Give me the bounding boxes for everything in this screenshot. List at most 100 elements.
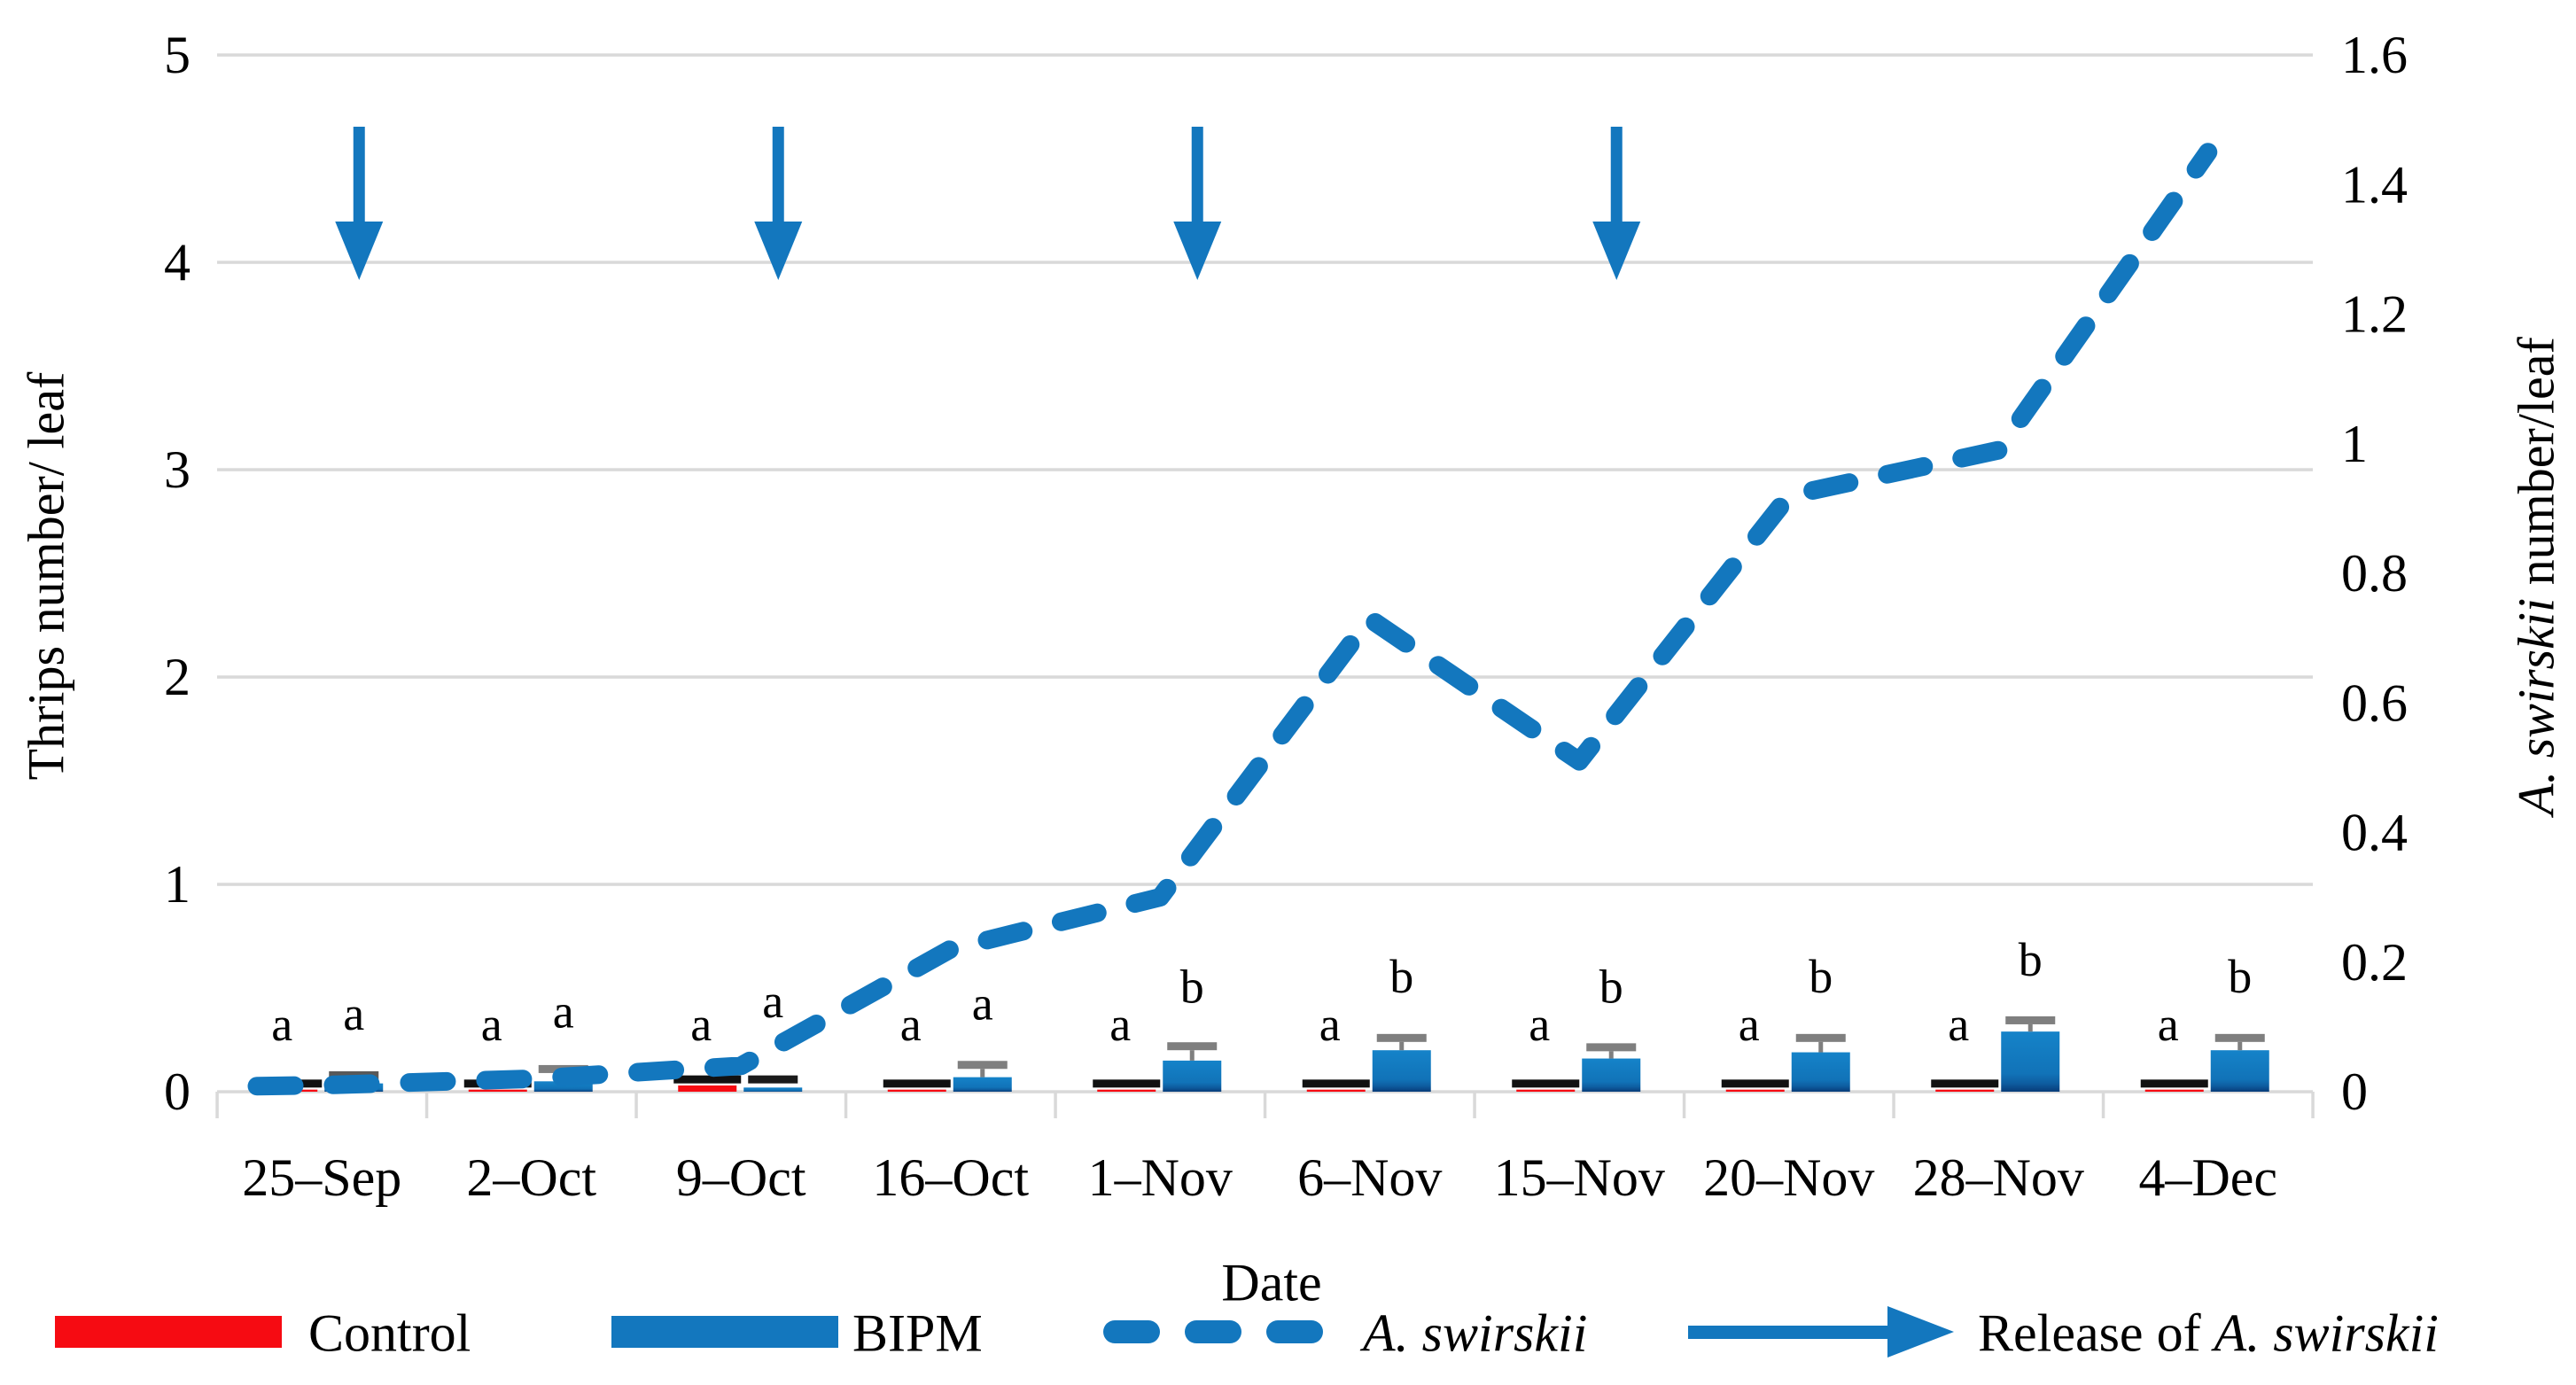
x-axis-tick: [844, 1092, 848, 1118]
right-tick-label: 1.2: [2341, 285, 2408, 344]
x-category-label: 15–Nov: [1494, 1148, 1665, 1207]
sig-letter-bipm: b: [2019, 933, 2043, 986]
right-tick-label: 0.6: [2341, 673, 2408, 732]
right-tick-label: 1.6: [2341, 26, 2408, 84]
sig-letter-control: a: [2158, 998, 2179, 1051]
bipm-bar: [953, 1077, 1012, 1092]
release-arrow-shaft: [772, 127, 784, 229]
x-axis-title: Date: [1221, 1253, 1322, 1312]
legend-dash-icon: [1185, 1320, 1241, 1343]
x-category-label: 16–Oct: [872, 1148, 1029, 1207]
x-axis-tick: [634, 1092, 638, 1118]
right-tick-label: 1: [2341, 415, 2368, 473]
sig-letter-bipm: a: [343, 987, 364, 1040]
x-axis-tick: [1892, 1092, 1895, 1118]
control-error-cap: [673, 1075, 742, 1084]
bipm-error-cap: [2214, 1033, 2265, 1042]
right-tick-label: 0.2: [2341, 933, 2408, 992]
control-error-cap: [1302, 1079, 1370, 1088]
gridline: [217, 675, 2313, 679]
control-bar: [2144, 1089, 2204, 1092]
sig-letter-control: a: [481, 998, 502, 1051]
release-arrow-head-icon: [754, 222, 803, 280]
x-category-label: 28–Nov: [1913, 1148, 2084, 1207]
control-bar: [1725, 1089, 1785, 1092]
legend-dash-icon: [1103, 1320, 1160, 1343]
right-tick-label: 0.8: [2341, 544, 2408, 603]
sig-letter-control: a: [271, 998, 292, 1051]
left-tick-label: 0: [164, 1062, 191, 1121]
right-axis-title: A. swirskii number/leaf: [2507, 337, 2566, 815]
bipm-bar: [743, 1087, 803, 1092]
sig-letter-bipm: b: [1180, 961, 1204, 1014]
x-axis-tick: [1263, 1092, 1267, 1118]
sig-letter-control: a: [1739, 998, 1760, 1051]
bipm-bar: [1791, 1052, 1850, 1092]
control-bar: [887, 1089, 946, 1092]
sig-letter-control: a: [1529, 998, 1550, 1051]
right-tick-label: 0: [2341, 1062, 2368, 1121]
x-axis-tick: [2311, 1092, 2315, 1118]
control-error-cap: [1512, 1079, 1580, 1088]
bipm-bar: [1582, 1058, 1641, 1092]
sig-letter-bipm: b: [1809, 950, 1833, 1003]
bipm-bar: [533, 1081, 593, 1092]
sig-letter-bipm: a: [972, 977, 993, 1030]
control-error-cap: [1931, 1079, 1999, 1088]
right-tick-label: 0.4: [2341, 804, 2408, 862]
x-axis-tick: [1054, 1092, 1057, 1118]
bipm-bar: [1372, 1050, 1431, 1092]
gridline: [217, 261, 2313, 264]
sig-letter-control: a: [1948, 998, 1969, 1051]
gridline: [217, 883, 2313, 886]
control-bar: [678, 1085, 737, 1092]
x-category-label: 25–Sep: [242, 1148, 401, 1207]
legend-control-swatch: [55, 1316, 282, 1348]
legend-dash-icon: [1266, 1320, 1323, 1343]
sig-letter-bipm: b: [2228, 950, 2252, 1003]
x-axis-tick: [424, 1092, 429, 1118]
bipm-bar: [1163, 1060, 1222, 1092]
sig-letter-bipm: a: [553, 985, 574, 1039]
control-error-cap: [1093, 1079, 1161, 1088]
right-axis-title-rest: number/leaf: [2507, 337, 2565, 598]
x-axis-tick: [1682, 1092, 1686, 1118]
bipm-error-whisker: [1608, 1051, 1614, 1059]
sig-letter-bipm: b: [1389, 950, 1413, 1003]
x-axis-tick: [1473, 1092, 1476, 1118]
bipm-error-whisker: [980, 1069, 985, 1078]
gridline: [217, 53, 2313, 57]
bipm-error-cap: [1167, 1042, 1218, 1051]
sig-letter-bipm: b: [1599, 961, 1623, 1014]
release-arrow-shaft: [353, 127, 365, 229]
left-tick-label: 2: [164, 648, 191, 706]
bipm-error-cap: [748, 1075, 798, 1084]
bipm-error-whisker: [2237, 1041, 2243, 1051]
x-category-label: 6–Nov: [1297, 1148, 1442, 1207]
left-tick-label: 1: [164, 855, 191, 914]
x-category-label: 4–Dec: [2138, 1148, 2277, 1207]
control-bar: [1516, 1089, 1576, 1092]
legend-dashed-line-sample: [1103, 1320, 1323, 1343]
x-category-label: 20–Nov: [1703, 1148, 1874, 1207]
control-error-cap: [2140, 1079, 2208, 1088]
release-arrow-head-icon: [1173, 222, 1222, 280]
release-arrow-shaft: [1191, 127, 1203, 229]
left-tick-label: 5: [164, 26, 191, 84]
left-tick-label: 4: [164, 233, 191, 292]
legend-bipm-swatch: [611, 1316, 838, 1348]
legend-control-label: Control: [308, 1303, 471, 1363]
bipm-error-whisker: [1818, 1041, 1824, 1053]
control-bar: [468, 1089, 527, 1092]
left-tick-label: 3: [164, 440, 191, 499]
legend-release-arrow-icon: [1688, 1306, 1954, 1358]
sig-letter-control: a: [1109, 998, 1131, 1051]
legend-release-label: Release of A. swirskii: [1978, 1303, 2439, 1365]
legend-release-label-prefix: Release of: [1978, 1303, 2214, 1363]
right-tick-label: 1.4: [2341, 155, 2408, 214]
legend-line-label: A. swirskii: [1363, 1303, 1588, 1363]
control-bar: [1097, 1089, 1156, 1092]
bipm-bar: [2210, 1050, 2269, 1092]
bipm-error-cap: [957, 1061, 1008, 1070]
x-category-label: 1–Nov: [1088, 1148, 1233, 1207]
